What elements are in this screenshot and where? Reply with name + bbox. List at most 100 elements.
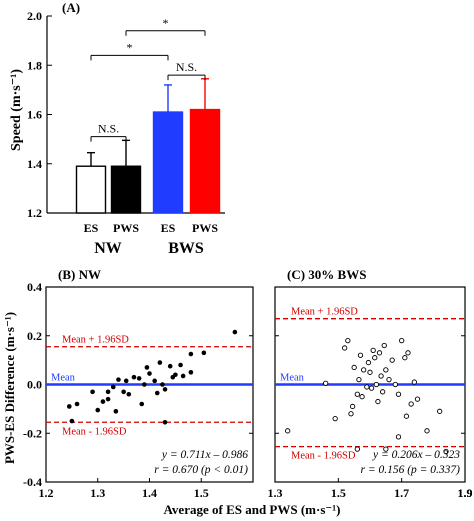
group-label: BWS xyxy=(168,240,204,257)
b-data-point xyxy=(147,371,152,376)
b-data-point xyxy=(113,409,119,414)
bar xyxy=(75,165,107,214)
b-data-point xyxy=(123,378,129,384)
b-data-point xyxy=(110,384,116,390)
bar-label: ES xyxy=(161,221,176,235)
c-x-tick-label: 1.9 xyxy=(458,486,473,500)
c-data-point xyxy=(372,355,378,361)
b-data-point xyxy=(167,363,173,369)
c-regression-equation: y = 0.206x – 0.323 xyxy=(372,449,460,461)
c-data-point xyxy=(342,345,348,351)
c-data-point xyxy=(367,369,373,375)
c-data-point xyxy=(332,415,338,422)
b-y-tick-label: 0.0 xyxy=(27,378,42,392)
c-data-point xyxy=(399,337,405,344)
b-data-point xyxy=(178,362,183,368)
c-upper-limit-label: Mean + 1.96SD xyxy=(291,307,358,318)
b-data-point xyxy=(126,391,132,397)
significance-label: N.S. xyxy=(176,60,197,74)
b-data-point xyxy=(173,372,178,378)
c-data-point xyxy=(408,401,414,407)
b-x-tick-label: 1.3 xyxy=(90,486,105,500)
panel-b-title: (B) NW xyxy=(58,267,101,282)
c-data-point xyxy=(403,413,410,419)
b-data-point xyxy=(116,377,121,382)
b-data-point xyxy=(157,360,163,365)
b-data-point xyxy=(121,389,126,395)
panel-a-y-tick-label: 1.8 xyxy=(27,58,42,72)
b-data-point xyxy=(136,376,142,381)
c-data-point xyxy=(364,384,370,390)
b-data-point xyxy=(105,396,111,402)
c-data-point xyxy=(373,381,379,388)
c-data-point xyxy=(405,350,411,356)
panel-a-y-tick-label: 1.2 xyxy=(27,206,42,220)
c-data-point xyxy=(354,446,360,452)
panel-b-scatter: (B) NW -0.4 -0.2 0.0 0.2 0.4 1.2 1.3 1.4 1.5 Mean… xyxy=(23,267,254,500)
c-regression-r: r = 0.156 (p = 0.337) xyxy=(360,464,460,476)
bar-label: ES xyxy=(84,221,99,235)
c-x-tick-label: 1.3 xyxy=(268,486,283,500)
c-data-point xyxy=(349,403,356,410)
bar xyxy=(110,165,142,214)
b-regression-equation: y = 0.711x – 0.986 xyxy=(161,449,248,461)
group-label: NW xyxy=(94,240,122,257)
c-data-point xyxy=(381,342,387,349)
b-data-point xyxy=(69,418,75,424)
c-data-point xyxy=(370,347,376,354)
b-x-tick-label: 1.4 xyxy=(142,486,157,500)
c-data-point xyxy=(389,357,395,363)
c-mean-label: Mean xyxy=(280,373,305,384)
c-data-point xyxy=(395,391,402,397)
c-data-point xyxy=(383,446,389,452)
b-data-point xyxy=(74,401,80,407)
c-data-point xyxy=(345,337,351,344)
b-data-point xyxy=(232,329,238,335)
b-data-point xyxy=(139,401,145,407)
panel-a-bars xyxy=(75,78,221,214)
c-data-point xyxy=(361,367,367,373)
panel-b-plot-area: -0.4 -0.2 0.0 0.2 0.4 1.2 1.3 1.4 1.5 Mean + 1.96… xyxy=(23,280,254,500)
c-data-point xyxy=(380,389,386,395)
c-data-point xyxy=(357,352,364,358)
significance-label: * xyxy=(163,16,169,30)
c-data-point xyxy=(378,373,384,379)
b-y-tick-label: 0.4 xyxy=(27,280,42,294)
c-data-point xyxy=(424,428,430,434)
c-data-point xyxy=(323,380,329,386)
c-x-tick-label: 1.7 xyxy=(394,486,409,500)
panel-a-y-tick-label: 1.6 xyxy=(27,108,42,122)
panel-a-y-axis-label: Speed (m·s⁻¹) xyxy=(9,69,24,151)
c-data-point xyxy=(359,394,365,400)
b-data-point xyxy=(95,407,101,413)
b-x-tick-label: 1.2 xyxy=(39,486,54,500)
c-x-tick-label: 1.9 xyxy=(458,486,473,500)
panel-a-x-labels: ES PWS ES PWS NW BWS xyxy=(84,221,219,257)
b-data-point xyxy=(90,389,95,395)
c-data-point xyxy=(386,376,392,383)
b-y-tick-label: 0.2 xyxy=(27,329,42,343)
b-data-point xyxy=(154,390,160,396)
bottom-x-axis-label: Average of ES and PWS (m·s⁻¹) xyxy=(164,502,341,517)
c-data-point xyxy=(348,411,354,417)
b-data-point xyxy=(131,374,137,380)
b-upper-limit-label: Mean + 1.96SD xyxy=(62,335,129,346)
b-data-point xyxy=(188,351,194,357)
c-data-point xyxy=(375,398,381,405)
bar-label: PWS xyxy=(192,221,218,235)
c-x-tick-label: 1.5 xyxy=(331,486,346,500)
b-data-point xyxy=(162,419,168,425)
panel-a-y-tick-label: 2.0 xyxy=(27,9,42,23)
b-data-point xyxy=(105,389,111,395)
b-regression-r: r = 0.670 (p < 0.01) xyxy=(154,464,248,476)
c-data-point xyxy=(443,448,449,455)
panel-a-annotations: N.S. N.S. * * xyxy=(90,16,206,142)
c-data-point xyxy=(383,367,389,373)
c-data-point xyxy=(368,385,375,391)
b-data-point xyxy=(180,373,186,379)
b-data-point xyxy=(100,399,106,404)
c-data-point xyxy=(437,408,443,414)
